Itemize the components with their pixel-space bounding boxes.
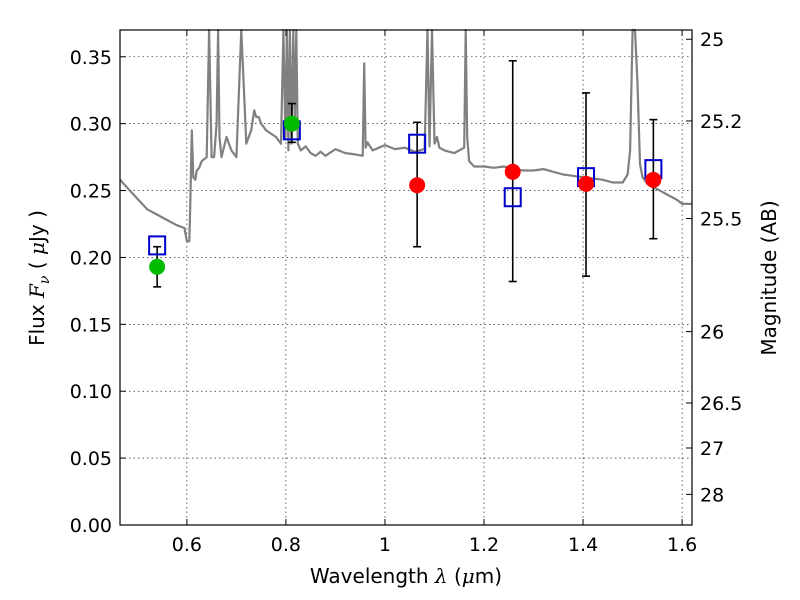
y-tick-label: 0.30 — [70, 114, 112, 136]
x-tick-label: 0.8 — [271, 534, 301, 556]
y-tick-label: 0.10 — [70, 381, 112, 403]
y-tick-label: 0.20 — [70, 247, 112, 269]
y2-tick-label: 26.5 — [700, 393, 742, 415]
y2-tick-label: 26 — [700, 322, 724, 344]
y-tick-labels: 0.00 0.05 0.10 0.15 0.20 0.25 0.30 0.35 — [70, 47, 112, 537]
y-tick-label: 0.25 — [70, 181, 112, 203]
sed-line — [119, 28, 692, 243]
y2-tick-label: 27 — [700, 438, 724, 460]
x-tick-label: 1 — [379, 534, 391, 556]
red-data-point — [409, 177, 426, 194]
y-tick-label: 0.35 — [70, 47, 112, 69]
x-tick-label: 1.6 — [667, 534, 697, 556]
x-tick-label: 1.4 — [568, 534, 598, 556]
y2-tick-label: 28 — [700, 484, 724, 506]
model-square-marker — [148, 235, 167, 256]
y2-tick-label: 25 — [700, 29, 724, 51]
photometry-markers — [149, 115, 662, 275]
y2-tick-label: 25.2 — [700, 111, 742, 133]
axis-ticks — [120, 30, 692, 526]
red-data-point — [578, 175, 595, 192]
y-tick-label: 0.00 — [70, 515, 112, 537]
y2-tick-label: 25.5 — [700, 209, 742, 231]
x-tick-label: 0.6 — [172, 534, 202, 556]
y2-axis-title: Magnitude (AB) — [757, 200, 781, 355]
plot-frame — [119, 29, 693, 526]
grid-lines — [120, 30, 692, 525]
y-tick-label: 0.15 — [70, 314, 112, 336]
y-axis-title: Flux Fν ( μJy ) — [25, 210, 53, 346]
model-square-marker — [503, 187, 522, 208]
x-axis-title: Wavelength λ (μm) — [310, 564, 502, 588]
model-sed-series — [119, 28, 692, 243]
x-tick-labels: 0.6 0.8 1 1.2 1.4 1.6 — [172, 534, 697, 556]
red-data-point — [645, 171, 662, 188]
y2-tick-labels: 25 25.2 25.5 26 26.5 27 28 — [700, 29, 742, 506]
green-data-point — [149, 258, 166, 275]
x-tick-label: 1.2 — [469, 534, 499, 556]
y-tick-label: 0.05 — [70, 448, 112, 470]
error-bars — [153, 59, 658, 288]
model-square-marker — [408, 133, 427, 154]
green-data-point — [283, 115, 300, 132]
red-data-point — [504, 163, 521, 180]
